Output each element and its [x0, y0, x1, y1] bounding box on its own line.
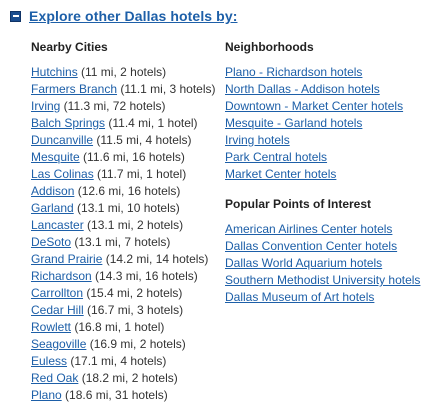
city-link[interactable]: Richardson — [31, 269, 92, 283]
list-item: Las Colinas (11.7 mi, 1 hotel) — [31, 166, 216, 183]
list-item: Plano (18.6 mi, 31 hotels) — [31, 387, 216, 404]
neighborhood-link[interactable]: Mesquite - Garland hotels — [225, 116, 363, 130]
list-item: Balch Springs (11.4 mi, 1 hotel) — [31, 115, 216, 132]
list-item: Seagoville (16.9 mi, 2 hotels) — [31, 336, 216, 353]
list-item: Richardson (14.3 mi, 16 hotels) — [31, 268, 216, 285]
city-link[interactable]: DeSoto — [31, 235, 72, 249]
city-meta: (16.8 mi, 1 hotel) — [71, 320, 165, 334]
neighborhood-link[interactable]: Market Center hotels — [225, 167, 337, 181]
city-meta: (12.6 mi, 16 hotels) — [74, 184, 181, 198]
list-item: North Dallas - Addison hotels — [225, 81, 430, 98]
city-meta: (11.4 mi, 1 hotel) — [105, 116, 198, 130]
city-meta: (14.2 mi, 14 hotels) — [102, 252, 209, 266]
neighborhoods-column: Neighborhoods Plano - Richardson hotels … — [225, 40, 430, 306]
city-meta: (11.7 mi, 1 hotel) — [93, 167, 187, 181]
collapse-minus-icon[interactable] — [10, 10, 21, 22]
poi-heading: Popular Points of Interest — [225, 197, 372, 211]
list-item: Park Central hotels — [225, 149, 430, 166]
neighborhood-link[interactable]: Irving hotels — [225, 133, 290, 147]
list-item: Southern Methodist University hotels — [225, 272, 430, 289]
list-item: Cedar Hill (16.7 mi, 3 hotels) — [31, 302, 216, 319]
poi-link[interactable]: Dallas World Aquarium hotels — [225, 256, 383, 270]
list-item: Dallas Convention Center hotels — [225, 238, 430, 255]
neighborhood-link[interactable]: North Dallas - Addison hotels — [225, 82, 380, 96]
neighborhood-link[interactable]: Park Central hotels — [225, 150, 328, 164]
city-meta: (11.6 mi, 16 hotels) — [79, 150, 185, 164]
city-link[interactable]: Red Oak — [31, 371, 79, 385]
city-meta: (13.1 mi, 2 hotels) — [83, 218, 184, 232]
poi-link[interactable]: American Airlines Center hotels — [225, 222, 393, 236]
city-link[interactable]: Seagoville — [31, 337, 87, 351]
poi-link[interactable]: Dallas Museum of Art hotels — [225, 290, 375, 304]
city-meta: (11.1 mi, 3 hotels) — [117, 82, 216, 96]
list-item: Lancaster (13.1 mi, 2 hotels) — [31, 217, 216, 234]
poi-list: American Airlines Center hotels Dallas C… — [225, 221, 430, 306]
poi-section: Popular Points of Interest American Airl… — [225, 197, 430, 306]
city-meta: (11.5 mi, 4 hotels) — [93, 133, 192, 147]
city-link[interactable]: Addison — [31, 184, 75, 198]
city-link[interactable]: Balch Springs — [31, 116, 106, 130]
city-link[interactable]: Euless — [31, 354, 68, 368]
explore-header: Explore other Dallas hotels by: — [10, 6, 238, 26]
city-link[interactable]: Irving — [31, 99, 61, 113]
city-meta: (13.1 mi, 10 hotels) — [73, 201, 180, 215]
neighborhood-link[interactable]: Plano - Richardson hotels — [225, 65, 363, 79]
city-link[interactable]: Mesquite — [31, 150, 80, 164]
city-meta: (11.3 mi, 72 hotels) — [60, 99, 166, 113]
list-item: Irving (11.3 mi, 72 hotels) — [31, 98, 216, 115]
poi-link[interactable]: Dallas Convention Center hotels — [225, 239, 398, 253]
list-item: Mesquite - Garland hotels — [225, 115, 430, 132]
city-meta: (16.9 mi, 2 hotels) — [86, 337, 186, 351]
city-meta: (11 mi, 2 hotels) — [77, 65, 167, 79]
city-link[interactable]: Farmers Branch — [31, 82, 118, 96]
city-link[interactable]: Cedar Hill — [31, 303, 84, 317]
city-link[interactable]: Lancaster — [31, 218, 84, 232]
list-item: Garland (13.1 mi, 10 hotels) — [31, 200, 216, 217]
list-item: Addison (12.6 mi, 16 hotels) — [31, 183, 216, 200]
poi-link[interactable]: Southern Methodist University hotels — [225, 273, 421, 287]
nearby-cities-heading: Nearby Cities — [31, 40, 108, 54]
list-item: Dallas Museum of Art hotels — [225, 289, 430, 306]
neighborhoods-heading: Neighborhoods — [225, 40, 314, 54]
list-item: Duncanville (11.5 mi, 4 hotels) — [31, 132, 216, 149]
city-meta: (18.6 mi, 31 hotels) — [61, 388, 168, 402]
city-meta: (13.1 mi, 7 hotels) — [71, 235, 171, 249]
city-meta: (18.2 mi, 2 hotels) — [78, 371, 178, 385]
city-link[interactable]: Hutchins — [31, 65, 78, 79]
city-link[interactable]: Carrollton — [31, 286, 84, 300]
city-meta: (16.7 mi, 3 hotels) — [83, 303, 184, 317]
list-item: Dallas World Aquarium hotels — [225, 255, 430, 272]
city-meta: (15.4 mi, 2 hotels) — [83, 286, 183, 300]
list-item: Rowlett (16.8 mi, 1 hotel) — [31, 319, 216, 336]
list-item: Carrollton (15.4 mi, 2 hotels) — [31, 285, 216, 302]
list-item: American Airlines Center hotels — [225, 221, 430, 238]
city-link[interactable]: Las Colinas — [31, 167, 94, 181]
list-item: Farmers Branch (11.1 mi, 3 hotels) — [31, 81, 216, 98]
list-item: DeSoto (13.1 mi, 7 hotels) — [31, 234, 216, 251]
city-link[interactable]: Grand Prairie — [31, 252, 103, 266]
nearby-cities-column: Nearby Cities Hutchins (11 mi, 2 hotels)… — [31, 40, 216, 404]
list-item: Market Center hotels — [225, 166, 430, 183]
list-item: Hutchins (11 mi, 2 hotels) — [31, 64, 216, 81]
neighborhood-link[interactable]: Downtown - Market Center hotels — [225, 99, 404, 113]
city-link[interactable]: Plano — [31, 388, 62, 402]
city-link[interactable]: Rowlett — [31, 320, 72, 334]
list-item: Euless (17.1 mi, 4 hotels) — [31, 353, 216, 370]
list-item: Grand Prairie (14.2 mi, 14 hotels) — [31, 251, 216, 268]
neighborhoods-list: Plano - Richardson hotels North Dallas -… — [225, 64, 430, 183]
list-item: Downtown - Market Center hotels — [225, 98, 430, 115]
city-link[interactable]: Garland — [31, 201, 74, 215]
nearby-cities-list: Hutchins (11 mi, 2 hotels) Farmers Branc… — [31, 64, 216, 404]
city-meta: (17.1 mi, 4 hotels) — [67, 354, 167, 368]
explore-title-link[interactable]: Explore other Dallas hotels by: — [29, 8, 238, 24]
list-item: Mesquite (11.6 mi, 16 hotels) — [31, 149, 216, 166]
list-item: Plano - Richardson hotels — [225, 64, 430, 81]
list-item: Irving hotels — [225, 132, 430, 149]
city-link[interactable]: Duncanville — [31, 133, 94, 147]
city-meta: (14.3 mi, 16 hotels) — [91, 269, 198, 283]
list-item: Red Oak (18.2 mi, 2 hotels) — [31, 370, 216, 387]
